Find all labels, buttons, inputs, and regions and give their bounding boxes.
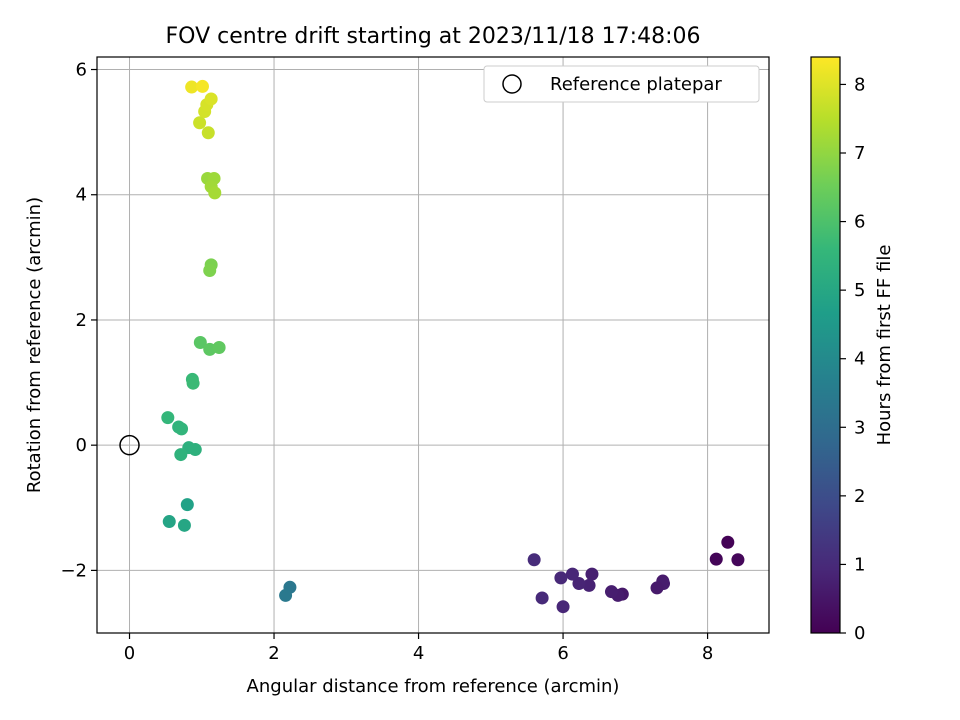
legend-marker-reference: [502, 74, 522, 94]
scatter-point: [180, 498, 194, 512]
colorbar-label: Hours from first FF file: [874, 245, 895, 446]
colorbar-tick-label: 4: [854, 349, 865, 370]
colorbar-tick-label: 5: [854, 280, 865, 301]
x-axis-label: Angular distance from reference (arcmin): [247, 676, 620, 697]
colorbar-tick-label: 7: [854, 143, 865, 164]
colorbar-tick-label: 3: [854, 417, 865, 438]
scatter-point: [556, 600, 570, 614]
scatter-point: [201, 126, 215, 140]
colorbar-tick-label: 0: [854, 623, 865, 644]
scatter-point: [193, 116, 207, 130]
scatter-point: [203, 263, 217, 277]
x-tick-label: 6: [557, 643, 568, 664]
legend: Reference platepar: [483, 65, 760, 103]
scatter-point: [582, 578, 596, 592]
scatter-point: [585, 567, 599, 581]
scatter-point: [204, 92, 218, 106]
plot-frame: [96, 56, 770, 634]
scatter-point: [279, 588, 293, 602]
scatter-point: [188, 443, 202, 457]
scatter-point: [195, 79, 209, 93]
scatter-point: [535, 591, 549, 605]
scatter-point: [177, 518, 191, 532]
scatter-point: [212, 341, 226, 355]
scatter-point: [731, 553, 745, 567]
legend-box: [483, 65, 760, 103]
scatter-point: [175, 422, 189, 436]
chart-title: FOV centre drift starting at 2023/11/18 …: [166, 24, 701, 49]
scatter-point: [709, 552, 723, 566]
x-tick-label: 2: [268, 643, 279, 664]
scatter-point: [721, 535, 735, 549]
scatter-point: [208, 186, 222, 200]
scatter-point: [193, 335, 207, 349]
x-tick-label: 0: [124, 643, 135, 664]
y-tick-label: 4: [76, 185, 87, 206]
legend-label-reference: Reference platepar: [550, 74, 722, 95]
y-tick-label: 2: [76, 310, 87, 331]
colorbar-tick-label: 6: [854, 212, 865, 233]
scatter-points: [119, 79, 745, 614]
scatter-point: [527, 553, 541, 567]
y-tick-label: −2: [60, 560, 87, 581]
scatter-point: [162, 515, 176, 529]
colorbar-tick-label: 2: [854, 486, 865, 507]
reference-marker: [119, 434, 140, 456]
x-tick-label: 4: [413, 643, 424, 664]
scatter-point: [186, 376, 200, 390]
y-axis-ticks: −2 0 2 4 6: [60, 60, 97, 581]
scatter-point: [565, 567, 579, 581]
x-axis-ticks: 0 2 4 6 8: [124, 633, 713, 664]
scatter-point: [604, 585, 618, 599]
y-tick-label: 6: [76, 60, 87, 81]
scatter-point: [554, 571, 568, 585]
scatter-point: [161, 411, 175, 425]
colorbar-tick-label: 1: [854, 554, 865, 575]
colorbar-tick-label: 8: [854, 74, 865, 95]
scatter-point: [572, 577, 586, 591]
scatter-point: [185, 80, 199, 94]
scatter-point: [174, 448, 188, 462]
colorbar: [810, 56, 841, 634]
y-tick-label: 0: [76, 435, 87, 456]
x-tick-label: 8: [702, 643, 713, 664]
y-axis-label: Rotation from reference (arcmin): [24, 197, 45, 493]
scatter-point: [650, 581, 664, 595]
colorbar-ticks: 0 1 2 3 4 5 6 7 8: [840, 74, 865, 644]
